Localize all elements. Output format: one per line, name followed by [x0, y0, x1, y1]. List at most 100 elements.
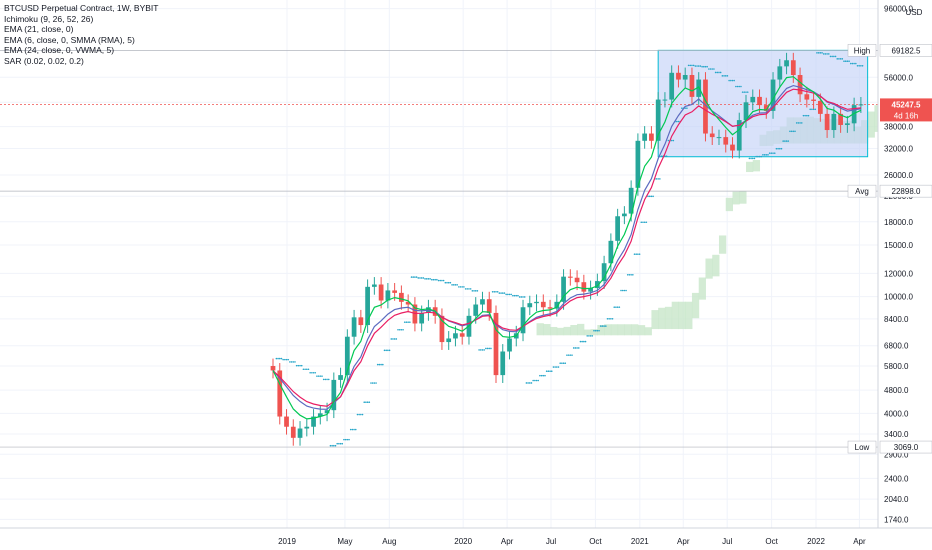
sar-dot	[767, 154, 769, 156]
sar-dot	[422, 277, 425, 279]
candle-body	[662, 99, 668, 101]
sar-dot	[692, 64, 695, 67]
cloud-segment	[543, 324, 551, 336]
sar-dot	[598, 329, 600, 332]
sar-dot	[623, 289, 626, 292]
sar-dot	[819, 52, 822, 54]
price-range-box[interactable]	[657, 49, 869, 158]
legend-sar[interactable]: SAR (0.02, 0.02, 0.2)	[4, 55, 84, 66]
sar-dot	[760, 155, 763, 158]
sar-dot	[780, 147, 783, 150]
sar-dot	[677, 120, 680, 123]
sar-dot	[427, 278, 430, 280]
sar-dot	[755, 155, 757, 158]
time-axis[interactable]: 2019 May Aug 2020 Apr Jul Oct 2021 Apr Jul Oct 2022…	[278, 537, 866, 546]
candle-body	[419, 312, 425, 324]
level-lines	[0, 49, 878, 448]
sar-dot	[561, 362, 563, 364]
sar-dot	[785, 140, 788, 142]
smma-line	[272, 88, 861, 407]
low-value: 3069.0	[894, 443, 919, 452]
sar-dot	[851, 62, 854, 65]
sar-dot	[581, 340, 583, 343]
time-tick-label: Apr	[853, 537, 866, 546]
sar-dot	[434, 278, 436, 281]
sar-dot	[469, 288, 472, 290]
candle-body	[736, 120, 742, 151]
price-tick-label: 1740.0	[884, 515, 909, 524]
sar-dot	[354, 428, 357, 431]
sar-dot	[485, 347, 487, 350]
sar-dot	[588, 335, 590, 337]
cloud-segment	[658, 307, 666, 330]
sar-dot	[534, 379, 536, 382]
legend-ema21[interactable]: EMA (21, close, 0)	[4, 24, 74, 35]
cloud-segment	[536, 323, 544, 336]
price-tick-label: 3400.0	[884, 430, 909, 439]
sar-dot	[586, 335, 589, 337]
sar-dot	[341, 442, 344, 445]
sar-dot	[338, 442, 340, 445]
sar-dot	[295, 364, 298, 367]
sar-dot	[432, 278, 435, 281]
sar-dot	[317, 375, 320, 377]
legend-smma[interactable]: EMA (6, close, 0, SMMA (RMA), 5)	[4, 34, 135, 45]
sar-dot	[689, 64, 692, 67]
candle-body	[459, 333, 465, 337]
last-price-box	[880, 98, 932, 122]
sar-dot	[461, 286, 464, 288]
candle-body	[817, 100, 823, 114]
sar-dot	[743, 91, 746, 93]
price-tick-label: 2040.0	[884, 495, 909, 504]
sar-dot	[360, 413, 362, 416]
sar-dot	[314, 371, 317, 374]
sar-dot	[282, 358, 284, 361]
sar-dot	[626, 273, 629, 276]
price-tick-label: 10000.0	[884, 293, 913, 302]
sar-dot	[415, 276, 418, 278]
sar-dot	[365, 401, 367, 403]
legend-ichimoku[interactable]: Ichimoku (9, 26, 52, 26)	[4, 13, 94, 24]
sar-dot	[675, 120, 678, 123]
candle-body	[399, 292, 404, 302]
sar-dot	[483, 349, 485, 351]
cloud-segment	[644, 327, 652, 336]
sar-dot	[726, 75, 729, 77]
legend-symbol[interactable]: BTCUSD Perpetual Contract, 1W, BYBIT	[4, 3, 159, 13]
price-axis[interactable]: 96000.056000.046000.038000.032000.026000…	[884, 5, 913, 525]
cloud-segment	[685, 301, 693, 330]
cloud-segment	[678, 301, 686, 330]
sar-dot	[518, 296, 521, 298]
sar-dot	[339, 442, 342, 445]
sar-dot	[838, 58, 840, 60]
sar-dot	[809, 108, 812, 111]
legend-vwma[interactable]: EMA (24, close, 0, VWMA, 5)	[4, 45, 115, 56]
sar-dot	[410, 276, 413, 278]
sar-dot	[449, 281, 452, 284]
sar-dot	[724, 75, 727, 77]
sar-dot	[403, 321, 406, 323]
candle-body	[331, 379, 337, 411]
sar-dot	[447, 281, 450, 284]
price-tick-label: 26000.0	[884, 171, 913, 180]
ema21-line	[272, 76, 862, 420]
sar-dot	[549, 370, 551, 373]
price-tick-label: 38000.0	[884, 123, 913, 132]
sar-dot	[599, 325, 602, 327]
candle-body	[851, 105, 857, 124]
sar-dot	[297, 364, 300, 367]
candle-body	[682, 75, 688, 80]
sar-dot	[728, 79, 730, 82]
candle-body	[520, 307, 526, 334]
sar-dot	[758, 155, 761, 158]
sar-dot	[709, 68, 712, 70]
candle-body	[777, 66, 783, 80]
price-tick-label: 8400.0	[884, 315, 909, 324]
sar-dot	[591, 335, 594, 337]
sar-dot	[660, 155, 663, 157]
sar-dot	[358, 413, 360, 416]
time-tick-label: May	[337, 537, 352, 546]
sar-dot	[576, 347, 578, 349]
cloud-segment	[874, 105, 878, 132]
